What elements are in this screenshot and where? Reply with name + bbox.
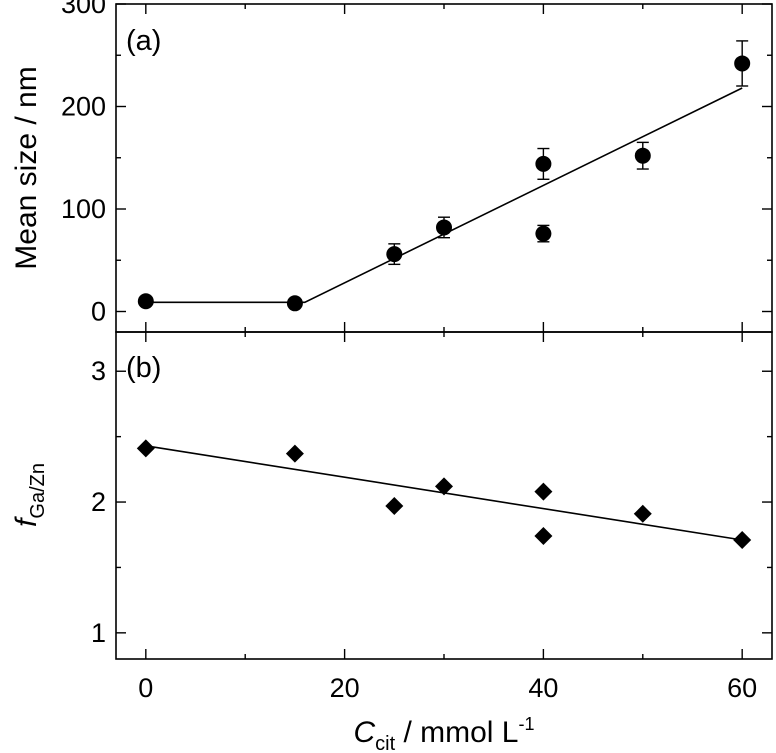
- panel-a-data-point: [535, 155, 552, 172]
- x-tick-label: 40: [528, 673, 558, 703]
- x-tick-label: 60: [727, 673, 757, 703]
- panel-b-data-point: [285, 444, 304, 463]
- x-axis-title: Ccit / mmol L-1: [353, 714, 534, 753]
- panel-a-data-point: [535, 225, 552, 242]
- x-axis-title-sub: cit: [375, 733, 395, 753]
- panel-a-y-tick-label: 100: [61, 194, 106, 224]
- panel-b-y-tick-label: 2: [91, 487, 106, 517]
- panel-a-y-tick-label: 300: [61, 0, 106, 19]
- panel-a-y-tick-label: 0: [91, 297, 106, 327]
- panel-a-frame: [115, 3, 773, 333]
- panel-a-y-tick-label: 200: [61, 92, 106, 122]
- panel-b-y-axis-title: fGa/Zn: [10, 463, 49, 527]
- panel-a-data-point: [436, 219, 452, 236]
- panel-b-data-point: [534, 527, 553, 546]
- panel-b-data-point: [136, 439, 155, 458]
- panel-b-y-axis-title-sub: Ga/Zn: [27, 463, 49, 519]
- panel-a-data-point: [286, 295, 303, 312]
- panel-a-y-axis-title: Mean size / nm: [10, 66, 43, 269]
- panel-b-data-point: [534, 482, 553, 501]
- panel-b-label: (b): [126, 352, 161, 384]
- x-axis-title-rest: / mmol L: [395, 716, 518, 749]
- panel-a-data-point: [734, 55, 751, 72]
- x-axis-title-main: C: [353, 716, 375, 749]
- x-axis-title-sup: -1: [519, 714, 535, 734]
- panel-b-frame: [115, 331, 773, 660]
- panel-b-y-tick-label: 3: [91, 356, 106, 386]
- panel-b-data-point: [733, 530, 752, 549]
- panel-a-label: (a): [126, 25, 161, 57]
- panel-a-data-point: [137, 293, 154, 310]
- panel-b-y-axis-title-main: f: [10, 516, 43, 527]
- panel-b-y-tick-label: 1: [91, 618, 106, 648]
- chart-marks: 0 100 200 300 1 2 3 0 20 40 60: [61, 0, 772, 703]
- panel-b-data-point: [435, 477, 453, 496]
- panel-b-data-point: [385, 496, 404, 515]
- x-tick-label: 0: [138, 673, 153, 703]
- panel-b-data-point: [633, 504, 652, 523]
- panel-a-fit-line: [145, 87, 743, 304]
- panel-a-data-point: [634, 147, 651, 164]
- panel-a-data-point: [386, 246, 403, 263]
- x-tick-label: 20: [330, 673, 360, 703]
